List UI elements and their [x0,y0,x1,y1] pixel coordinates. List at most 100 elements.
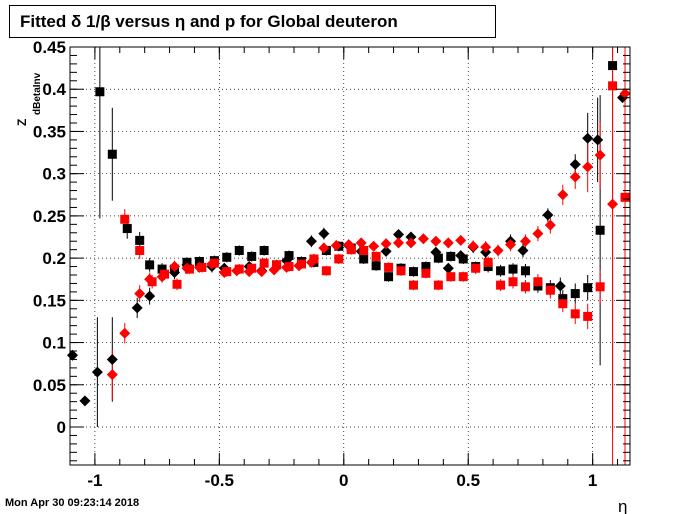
square-marker [371,261,381,271]
diamond-marker [480,241,492,253]
square-marker [284,262,294,272]
square-marker [259,258,269,268]
diamond-marker [594,149,606,161]
square-marker [483,257,493,267]
square-marker [458,272,468,282]
diamond-marker [380,238,392,250]
square-marker [421,268,431,278]
y-tick-label: 0.1 [42,334,66,353]
square-marker [608,61,618,71]
x-tick-label: 1 [588,471,597,490]
square-marker [95,87,105,97]
square-marker [433,253,443,263]
square-marker [222,252,232,262]
y-tick-label: 0.25 [33,207,66,226]
chart-title: Fitted δ 1/β versus η and p for Global d… [20,12,398,31]
y-tick-label: 0.3 [42,165,66,184]
grid-lines [70,46,630,465]
square-marker [296,259,306,269]
diamond-marker [569,171,581,183]
diamond-marker [368,240,380,252]
timestamp: Mon Apr 30 09:23:14 2018 [5,497,140,509]
diamond-marker [318,242,330,254]
diamond-marker [455,234,467,246]
square-marker [147,277,157,287]
square-marker [172,279,182,289]
square-marker [508,264,518,274]
diamond-marker [330,239,342,251]
square-marker [384,262,394,272]
data-markers [66,61,631,407]
diamond-marker [607,198,619,210]
y-tick-label: 0.45 [33,38,66,57]
diamond-marker [134,288,146,300]
square-marker [120,214,130,224]
diamond-marker [355,237,367,249]
square-marker [458,254,468,264]
diamond-marker [544,219,556,231]
square-marker [520,282,530,292]
y-tick-label: 0.35 [33,122,66,141]
square-marker [595,282,605,292]
diamond-marker [557,189,569,201]
diamond-marker [519,235,531,247]
square-marker [446,251,456,261]
diamond-marker [592,134,604,146]
square-marker [545,285,555,295]
chart-title-box: Fitted δ 1/β versus η and p for Global d… [9,5,496,38]
diamond-marker [467,240,479,252]
square-marker [234,246,244,256]
square-marker [321,266,331,276]
square-marker [421,262,431,272]
square-marker [558,299,568,309]
square-marker [122,224,132,234]
diamond-marker [393,228,405,240]
square-marker [107,149,117,159]
diamond-marker [256,266,268,278]
diamond-marker [131,302,143,314]
plot-frame [69,46,631,466]
square-marker [396,266,406,276]
square-marker [272,260,282,270]
square-marker [247,251,257,261]
square-marker [496,266,506,276]
diamond-marker [505,239,517,251]
y-tick-label: 0.05 [33,376,66,395]
square-marker [384,272,394,282]
square-marker [359,254,369,264]
diamond-marker [169,261,181,273]
square-marker [194,256,204,266]
square-marker [558,294,568,304]
diamond-marker [106,353,118,365]
diamond-marker [442,262,454,274]
y-tick-label: 0 [57,418,66,437]
square-marker [583,283,593,293]
x-tick-label: -0.5 [205,471,234,490]
y-axis-label-subscript: dBetaInv [32,72,43,115]
y-tick-label: 0.4 [42,80,66,99]
diamond-marker [582,161,594,173]
square-marker [346,245,356,255]
square-marker [135,235,145,245]
diamond-marker [305,235,317,247]
square-marker [184,264,194,274]
x-tick-label: 0 [339,471,348,490]
x-tick-label: 0.5 [456,471,480,490]
diamond-marker [532,228,544,240]
square-marker [520,266,530,276]
square-marker [608,81,618,91]
y-tick-label: 0.15 [33,291,66,310]
diamond-marker [79,395,91,407]
square-marker [209,258,219,268]
y-axis-label: Z [15,119,29,126]
square-marker [284,251,294,261]
diamond-marker [318,228,330,240]
axes: -1 -0.5 0 0.5 1 0 0.05 0.1 0.15 0.2 0.25 0.3 0.35 0.4… [33,38,630,490]
diamond-marker [517,245,529,257]
diamond-marker [417,233,429,245]
square-marker [234,264,244,274]
square-marker [135,246,145,256]
square-marker [371,251,381,261]
square-marker [595,225,605,235]
square-marker [182,257,192,267]
